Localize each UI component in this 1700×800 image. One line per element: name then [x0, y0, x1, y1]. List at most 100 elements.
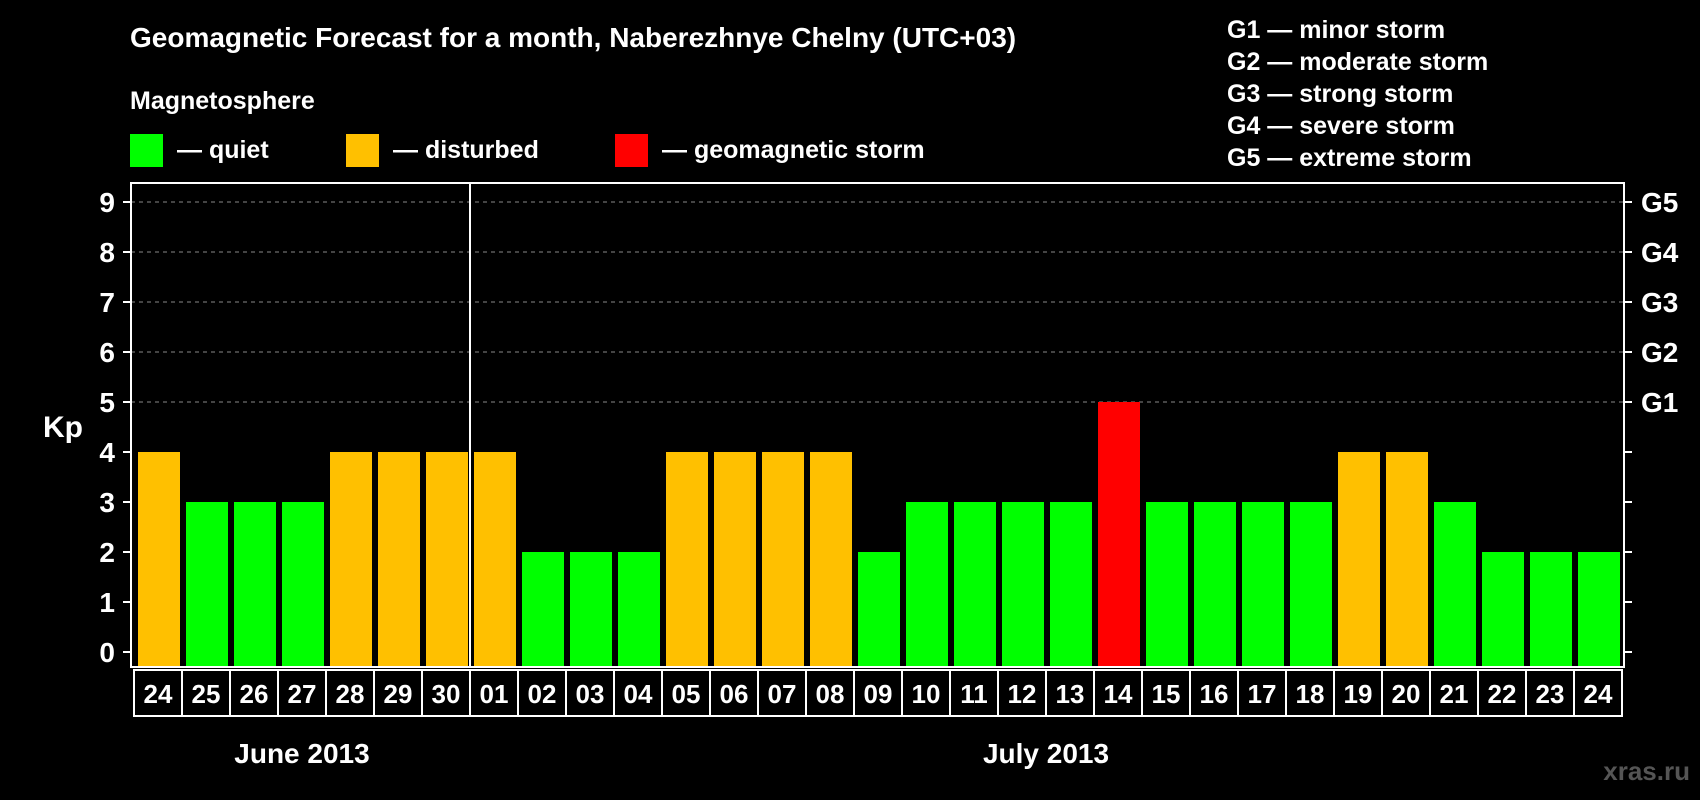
- month-label-0: June 2013: [234, 738, 369, 769]
- bar-24: [1290, 502, 1332, 667]
- g-label-G3: G3: [1641, 287, 1678, 318]
- bar-18: [1002, 502, 1044, 667]
- x-tick-label-12: 06: [720, 679, 749, 709]
- bar-10: [618, 552, 660, 667]
- x-tick-label-4: 28: [336, 679, 365, 709]
- x-tick-label-29: 23: [1536, 679, 1565, 709]
- bar-1: [186, 502, 228, 667]
- bar-29: [1530, 552, 1572, 667]
- x-tick-label-11: 05: [672, 679, 701, 709]
- y-tick-label-9: 9: [99, 187, 115, 218]
- x-tick-label-14: 08: [816, 679, 845, 709]
- x-tick-label-10: 04: [624, 679, 653, 709]
- x-tick-label-24: 18: [1296, 679, 1325, 709]
- bar-11: [666, 452, 708, 667]
- bar-12: [714, 452, 756, 667]
- x-tick-label-19: 13: [1056, 679, 1085, 709]
- legend: — quiet — disturbed — geomagnetic storm: [130, 134, 925, 167]
- storm-scale-5: G5 — extreme storm: [1227, 144, 1472, 172]
- storm-scale-1: G1 — minor storm: [1227, 16, 1445, 44]
- bar-20: [1098, 402, 1140, 667]
- bar-26: [1386, 452, 1428, 667]
- x-tick-label-13: 07: [768, 679, 797, 709]
- bar-9: [570, 552, 612, 667]
- y-axis: 0 1 2 3 4 5 6 7 8 9: [99, 187, 1632, 668]
- x-tick-label-22: 16: [1200, 679, 1229, 709]
- x-tick-label-9: 03: [576, 679, 605, 709]
- legend-swatch-1: [346, 134, 379, 167]
- bar-5: [378, 452, 420, 667]
- y-tick-label-3: 3: [99, 487, 115, 518]
- bar-0: [138, 452, 180, 667]
- x-axis-cells-frame: [133, 669, 1623, 717]
- y-tick-label-5: 5: [99, 387, 115, 418]
- x-tick-label-6: 30: [432, 679, 461, 709]
- g-label-G1: G1: [1641, 387, 1678, 418]
- x-tick-label-1: 25: [192, 679, 221, 709]
- x-axis-day-cells: 24 25 26 27 28 29 30 01 02 03 04 05 06 07 08 09 10 11 12 13…: [133, 669, 1623, 717]
- g-label-G5: G5: [1641, 187, 1678, 218]
- month-label-1: July 2013: [983, 738, 1109, 769]
- bar-25: [1338, 452, 1380, 667]
- x-tick-label-25: 19: [1344, 679, 1373, 709]
- month-labels: June 2013 July 2013: [234, 738, 1109, 769]
- x-tick-label-15: 09: [864, 679, 893, 709]
- x-tick-label-17: 11: [960, 679, 988, 709]
- bar-3: [282, 502, 324, 667]
- bar-28: [1482, 552, 1524, 667]
- x-tick-label-5: 29: [384, 679, 413, 709]
- y-tick-label-7: 7: [99, 287, 115, 318]
- bar-22: [1194, 502, 1236, 667]
- bar-14: [810, 452, 852, 667]
- bar-8: [522, 552, 564, 667]
- legend-label-0: — quiet: [177, 136, 269, 164]
- bar-6: [426, 452, 468, 667]
- bar-15: [858, 552, 900, 667]
- x-tick-label-3: 27: [288, 679, 317, 709]
- storm-scale-legend: G1 — minor storm G2 — moderate storm G3 — …: [1227, 16, 1488, 172]
- x-tick-label-18: 12: [1008, 679, 1037, 709]
- x-tick-label-27: 21: [1440, 679, 1469, 709]
- bar-4: [330, 452, 372, 667]
- bar-16: [906, 502, 948, 667]
- g-label-G4: G4: [1641, 237, 1679, 268]
- y-tick-label-6: 6: [99, 337, 115, 368]
- storm-scale-3: G3 — strong storm: [1227, 80, 1453, 108]
- storm-scale-2: G2 — moderate storm: [1227, 48, 1488, 76]
- x-tick-label-7: 01: [480, 679, 509, 709]
- bar-27: [1434, 502, 1476, 667]
- x-tick-label-20: 14: [1104, 679, 1133, 709]
- x-tick-label-30: 24: [1584, 679, 1613, 709]
- x-tick-label-28: 22: [1488, 679, 1517, 709]
- x-tick-label-8: 02: [528, 679, 557, 709]
- y-axis-label: Kp: [43, 411, 83, 444]
- bar-23: [1242, 502, 1284, 667]
- legend-heading: Magnetosphere: [130, 87, 315, 115]
- legend-swatch-2: [615, 134, 648, 167]
- legend-label-2: — geomagnetic storm: [662, 136, 925, 164]
- y-tick-label-1: 1: [99, 587, 115, 618]
- plot-frame: [130, 182, 1625, 668]
- legend-swatch-0: [130, 134, 163, 167]
- y-tick-label-0: 0: [99, 637, 115, 668]
- legend-label-1: — disturbed: [393, 136, 539, 164]
- bar-21: [1146, 502, 1188, 667]
- chart-grid: [131, 201, 1624, 403]
- bar-7: [474, 452, 516, 667]
- storm-scale-4: G4 — severe storm: [1227, 112, 1455, 140]
- watermark: xras.ru: [1603, 756, 1690, 786]
- chart-title: Geomagnetic Forecast for a month, Nabere…: [130, 22, 1016, 53]
- x-tick-label-2: 26: [240, 679, 269, 709]
- y-tick-label-2: 2: [99, 537, 115, 568]
- bar-2: [234, 502, 276, 667]
- x-tick-label-21: 15: [1152, 679, 1181, 709]
- bar-30: [1578, 552, 1620, 667]
- g-label-G2: G2: [1641, 337, 1678, 368]
- x-tick-label-23: 17: [1248, 679, 1277, 709]
- x-tick-label-26: 20: [1392, 679, 1421, 709]
- bar-series: [138, 402, 1620, 667]
- x-tick-label-16: 10: [912, 679, 941, 709]
- bar-13: [762, 452, 804, 667]
- right-axis-g-scale: G1 G2 G3 G4 G5: [1641, 187, 1679, 418]
- y-tick-label-4: 4: [99, 437, 115, 468]
